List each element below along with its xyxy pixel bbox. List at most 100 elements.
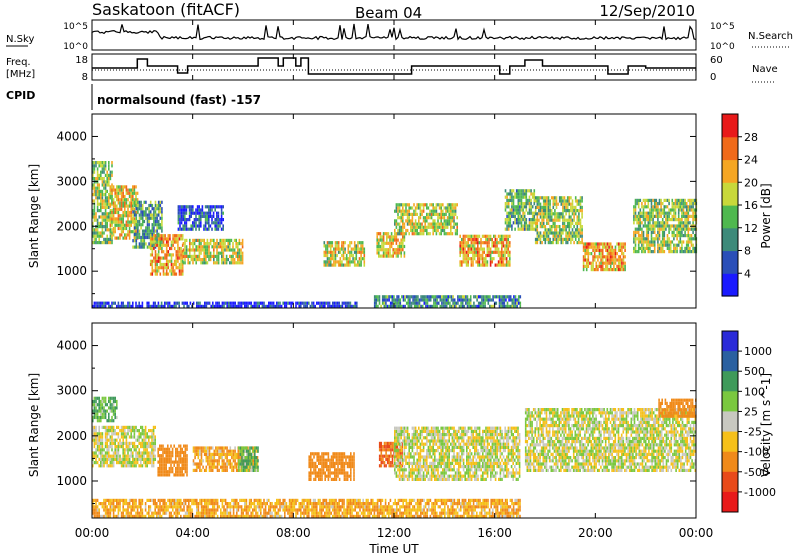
- range-cell: [102, 164, 104, 167]
- range-cell: [545, 231, 547, 234]
- range-cell: [147, 230, 149, 233]
- range-cell: [680, 247, 682, 250]
- range-cell: [438, 302, 440, 305]
- range-cell: [553, 231, 555, 234]
- range-cell: [102, 397, 104, 400]
- range-cell: [518, 218, 520, 221]
- range-cell: [440, 298, 442, 301]
- range-cell: [335, 254, 337, 257]
- range-cell: [402, 239, 404, 242]
- range-cell: [201, 453, 203, 456]
- range-cell: [479, 260, 481, 263]
- range-cell: [643, 234, 645, 237]
- range-cell: [231, 469, 233, 472]
- range-cell: [537, 212, 539, 215]
- range-cell: [670, 250, 672, 253]
- range-cell: [161, 473, 163, 476]
- range-cell: [136, 239, 138, 242]
- range-cell: [192, 212, 194, 215]
- range-cell: [657, 202, 659, 205]
- range-cell: [161, 201, 163, 204]
- range-cell: [636, 215, 638, 218]
- range-cell: [471, 248, 473, 251]
- range-cell: [194, 239, 196, 242]
- range-cell: [675, 224, 677, 227]
- range-cell: [222, 462, 224, 465]
- range-cell: [194, 453, 196, 456]
- range-cell: [111, 416, 113, 419]
- range-cell: [660, 228, 662, 231]
- range-cell: [171, 247, 173, 250]
- range-cell: [195, 255, 197, 258]
- range-cell: [144, 233, 146, 236]
- range-cell: [652, 250, 654, 253]
- range-cell: [644, 237, 646, 240]
- range-cell: [159, 467, 161, 470]
- range-cell: [464, 260, 466, 263]
- range-cell: [635, 215, 637, 218]
- range-cell: [111, 426, 113, 429]
- range-cell: [680, 234, 682, 237]
- range-cell: [168, 241, 170, 244]
- range-cell: [605, 265, 607, 268]
- range-cell: [134, 445, 136, 448]
- range-cell: [130, 217, 132, 220]
- range-cell: [145, 442, 147, 445]
- range-cell: [578, 222, 580, 225]
- range-cell: [221, 261, 223, 264]
- range-cell: [470, 295, 472, 298]
- range-cell: [192, 248, 194, 251]
- range-cell: [396, 219, 398, 222]
- range-cell: [132, 435, 134, 438]
- range-cell: [344, 241, 346, 244]
- range-cell: [140, 204, 142, 207]
- range-cell: [651, 228, 653, 231]
- range-cell: [146, 455, 148, 458]
- range-cell: [354, 244, 356, 247]
- range-cell: [438, 295, 440, 298]
- range-cell: [100, 161, 102, 164]
- range-cell: [205, 245, 207, 248]
- range-cell: [102, 458, 104, 461]
- range-cell: [122, 445, 124, 448]
- range-cell: [388, 232, 390, 235]
- range-cell: [137, 223, 139, 226]
- range-cell: [608, 255, 610, 258]
- range-cell: [95, 413, 97, 416]
- range-cell: [615, 268, 617, 271]
- range-cell: [482, 235, 484, 238]
- range-cell: [684, 205, 686, 208]
- range-cell: [248, 459, 250, 462]
- range-cell: [203, 255, 205, 258]
- range-cell: [118, 224, 120, 227]
- range-cell: [545, 241, 547, 244]
- range-cell: [140, 217, 142, 220]
- range-cell: [180, 461, 182, 464]
- range-cell: [142, 445, 144, 448]
- range-cell: [490, 248, 492, 251]
- range-cell: [225, 302, 227, 305]
- date-title: 12/Sep/2010: [599, 2, 695, 20]
- range-cell: [376, 242, 378, 245]
- range-cell: [95, 193, 97, 196]
- range-cell: [136, 242, 138, 245]
- range-cell: [461, 241, 463, 244]
- range-cell: [106, 235, 108, 238]
- range-cell: [641, 234, 643, 237]
- range-cell: [681, 250, 683, 253]
- range-cell: [662, 212, 664, 215]
- range-cell: [95, 429, 97, 432]
- range-cell: [450, 216, 452, 219]
- range-cell: [240, 261, 242, 264]
- range-cell: [518, 298, 520, 301]
- range-cell: [553, 203, 555, 206]
- range-cell: [432, 213, 434, 216]
- range-cell: [206, 450, 208, 453]
- range-cell: [691, 244, 693, 247]
- range-cell: [338, 260, 340, 263]
- range-cell: [581, 231, 583, 234]
- range-cell: [102, 183, 104, 186]
- range-cell: [225, 469, 227, 472]
- range-cell: [134, 226, 136, 229]
- range-cell: [396, 210, 398, 213]
